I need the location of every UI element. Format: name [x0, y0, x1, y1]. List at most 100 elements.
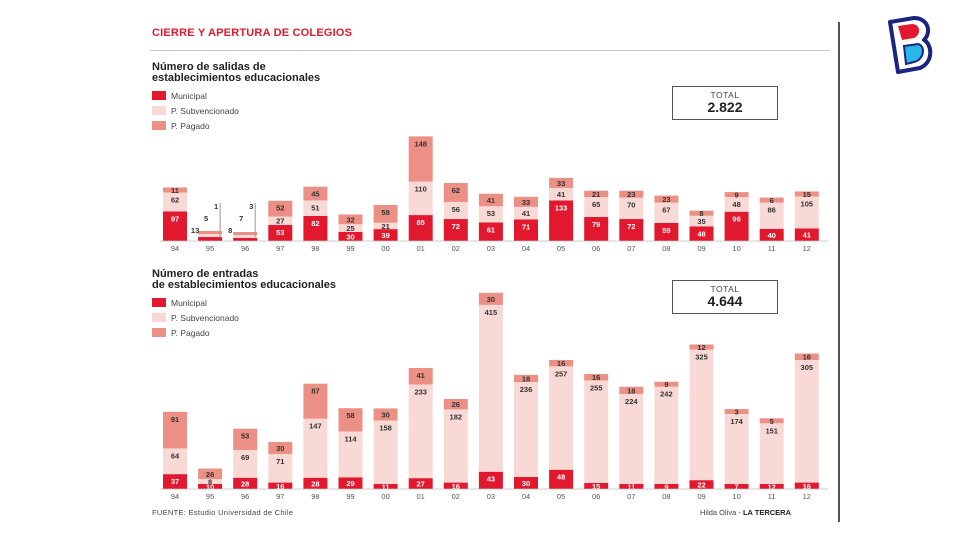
data-label: 91 — [171, 415, 179, 424]
bar-segment-municipal — [514, 219, 538, 241]
credit-author: Hilda Oliva — [700, 508, 737, 517]
data-label: 26 — [206, 470, 214, 479]
chart-2-title-line2: de establecimientos educacionales — [152, 279, 337, 291]
legend-item-pagado: P. Pagado — [152, 118, 239, 133]
data-label: 21 — [381, 222, 389, 231]
bar-segment-pagado — [338, 214, 363, 225]
data-label: 18 — [522, 374, 530, 383]
data-label: 5 — [770, 417, 774, 426]
infographic-title: CIERRE Y APERTURA DE COLEGIOS — [152, 27, 353, 39]
data-label: 64 — [171, 451, 180, 460]
data-label: 16 — [276, 482, 284, 491]
bar-segment-subvencionado — [514, 206, 538, 220]
data-label: 8 — [228, 226, 232, 235]
bar-segment-municipal — [303, 215, 328, 241]
chart-2-title-line1: Número de entradas — [152, 268, 259, 280]
data-label: 39 — [381, 231, 389, 240]
data-label: 16 — [452, 482, 460, 491]
bar-segment-subvencionado — [759, 202, 784, 229]
bar-segment-pagado — [549, 359, 574, 367]
data-label: 158 — [379, 423, 392, 432]
bar-segment-subvencionado — [654, 202, 679, 224]
x-tick-label: 95 — [206, 244, 214, 253]
data-label: 133 — [555, 203, 568, 212]
legend-label: P. Pagado — [171, 120, 210, 131]
data-label: 13 — [191, 226, 199, 235]
data-label: 37 — [171, 477, 179, 486]
chart-1-title: Número de salidas de establecimientos ed… — [152, 62, 452, 84]
bar-segment-municipal — [689, 226, 714, 241]
data-label: 325 — [695, 353, 708, 362]
bar-segment-pagado — [233, 232, 258, 235]
data-label: 10 — [206, 483, 214, 492]
data-label: 147 — [309, 422, 322, 431]
data-label: 25 — [346, 224, 354, 233]
bar-segment-subvencionado — [584, 380, 609, 483]
x-tick-label: 12 — [803, 244, 811, 253]
data-label: 21 — [592, 190, 600, 199]
data-label: 110 — [415, 185, 427, 194]
x-tick-label: 98 — [311, 492, 319, 501]
data-label: 71 — [522, 222, 530, 231]
x-tick-label: 03 — [487, 492, 495, 501]
bar-segment-pagado — [303, 186, 328, 201]
bar-segment-pagado — [338, 408, 363, 432]
legend-item-pagado: P. Pagado — [152, 325, 239, 340]
data-label: 30 — [346, 232, 354, 241]
title-divider — [150, 50, 830, 51]
bar-segment-subvencionado — [654, 386, 679, 484]
data-label: 48 — [557, 473, 565, 482]
bar-segment-subvencionado — [163, 448, 187, 475]
data-label: 70 — [627, 201, 635, 210]
data-label: 242 — [660, 390, 673, 399]
bar-segment-subvencionado — [689, 349, 714, 481]
x-tick-label: 12 — [803, 492, 811, 501]
data-label: 58 — [346, 411, 354, 420]
data-label: 48 — [732, 200, 740, 209]
bar-segment-pagado — [514, 196, 538, 207]
total-value: 4.644 — [707, 293, 743, 309]
data-label: 51 — [311, 203, 319, 212]
data-label: 23 — [627, 190, 635, 199]
data-label: 3 — [735, 408, 739, 417]
bar-segment-pagado — [163, 411, 187, 449]
bar-segment-pagado — [549, 177, 574, 188]
bar-segment-subvencionado — [689, 215, 714, 227]
legend-label: Municipal — [171, 297, 207, 308]
data-label: 62 — [171, 196, 179, 205]
x-tick-label: 97 — [276, 492, 284, 501]
chart-2-title: Número de entradas de establecimientos e… — [152, 269, 452, 291]
x-tick-label: 09 — [697, 492, 705, 501]
data-label: 114 — [344, 435, 357, 444]
legend-swatch — [152, 121, 166, 130]
x-tick-label: 04 — [522, 492, 530, 501]
chart-1-title-line2: establecimientos educacionales — [152, 72, 321, 84]
bar-segment-pagado — [233, 428, 258, 451]
bar-segment-pagado — [794, 353, 819, 360]
data-label: 53 — [487, 209, 495, 218]
data-label: 33 — [557, 179, 565, 188]
x-tick-label: 07 — [627, 492, 635, 501]
data-label: 12 — [697, 343, 705, 352]
x-tick-label: 05 — [557, 244, 565, 253]
bar-segment-subvencionado — [478, 304, 503, 472]
data-label: 224 — [625, 397, 638, 406]
bar-segment-pagado — [268, 200, 293, 217]
x-tick-label: 03 — [487, 244, 495, 253]
data-label: 6 — [770, 196, 774, 205]
bar-segment-municipal — [443, 482, 468, 489]
bar-segment-municipal — [654, 223, 679, 241]
x-tick-label: 02 — [452, 244, 460, 253]
bar-segment-pagado — [654, 381, 679, 387]
data-label: 5 — [204, 214, 208, 223]
bar-segment-pagado — [198, 468, 223, 479]
data-label: 30 — [381, 410, 389, 419]
bar-segment-pagado — [408, 136, 433, 182]
bar-segment-municipal — [619, 219, 644, 241]
data-label: 97 — [171, 214, 179, 223]
x-tick-label: 02 — [452, 492, 460, 501]
chart-1-total-box: TOTAL 2.822 — [672, 86, 778, 120]
data-label: 7 — [239, 214, 243, 223]
data-label: 56 — [452, 205, 460, 214]
